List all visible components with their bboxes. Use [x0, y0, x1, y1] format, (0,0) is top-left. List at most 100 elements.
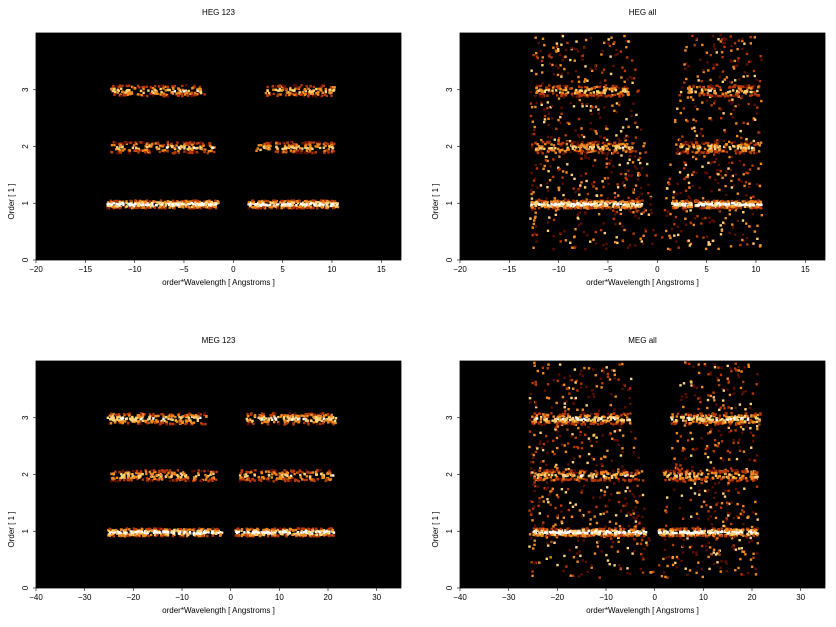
band-pixel	[736, 94, 740, 97]
band-pixel	[205, 415, 208, 418]
band-pixel	[117, 86, 120, 89]
band-pixel	[199, 145, 202, 148]
wedge-pixel	[563, 230, 566, 233]
band-pixel	[541, 92, 544, 95]
wedge-pixel	[584, 78, 587, 81]
band-pixel	[174, 415, 177, 419]
wedge-pixel	[576, 50, 580, 53]
band-pixel	[286, 414, 290, 417]
band-pixel	[137, 420, 140, 423]
band-pixel	[542, 204, 545, 207]
band-pixel	[585, 202, 588, 206]
band-pixel	[569, 201, 573, 204]
band-pixel	[733, 84, 736, 88]
band-pixel	[177, 413, 180, 416]
band-pixel	[288, 476, 291, 479]
wedge-pixel	[573, 92, 577, 95]
wedge-pixel	[692, 118, 695, 121]
band-pixel	[206, 205, 209, 208]
wedge-pixel	[723, 38, 727, 41]
wedge-pixel	[594, 421, 597, 424]
wedge-pixel	[666, 210, 670, 213]
wedge-pixel	[685, 118, 688, 122]
band-pixel	[141, 419, 144, 422]
band-pixel	[701, 204, 704, 207]
wedge-pixel	[639, 161, 642, 165]
band-pixel	[169, 422, 172, 425]
panel-4: MEG all−40 −30 −20 −10 0 10 20 300123order*Wave…	[431, 336, 826, 615]
wedge-pixel	[559, 240, 562, 243]
band-pixel	[155, 530, 159, 534]
band-pixel	[270, 476, 273, 479]
band-pixel	[251, 528, 254, 531]
wedge-pixel	[637, 174, 640, 177]
wedge-pixel	[647, 183, 650, 187]
band-pixel	[598, 206, 601, 209]
band-pixel	[552, 149, 556, 152]
band-pixel	[562, 84, 565, 87]
wedge-pixel	[729, 35, 732, 38]
band-pixel	[684, 141, 687, 144]
band-pixel	[191, 470, 194, 473]
band-pixel	[119, 93, 122, 96]
band-pixel	[556, 205, 560, 208]
band-pixel	[316, 93, 320, 96]
wedge-pixel	[552, 158, 555, 161]
band-pixel	[309, 205, 313, 209]
wedge-pixel	[742, 380, 745, 384]
band-pixel	[147, 206, 150, 210]
band-pixel	[328, 470, 331, 473]
band-pixel	[693, 146, 696, 149]
band-pixel	[625, 201, 628, 204]
wedge-pixel	[561, 182, 564, 185]
wedge-pixel	[580, 134, 584, 137]
band-pixel	[558, 203, 561, 206]
band-pixel	[578, 85, 581, 88]
band-pixel	[108, 414, 112, 417]
band-pixel	[740, 203, 743, 206]
band-pixel	[312, 206, 315, 210]
wedge-pixel	[637, 89, 640, 92]
y-axis-label: Order [ 1 ]	[7, 183, 16, 219]
wedge-pixel	[752, 242, 755, 245]
band-pixel	[159, 201, 162, 204]
band-pixel	[163, 471, 167, 474]
x-axis-label: order*Wavelength [ Angstroms ]	[586, 278, 699, 287]
band-pixel	[298, 199, 301, 203]
band-pixel	[273, 469, 276, 472]
wedge-pixel	[534, 163, 537, 167]
wedge-pixel	[548, 179, 552, 182]
band-pixel	[200, 532, 203, 536]
band-pixel	[137, 474, 140, 478]
band-pixel	[242, 478, 245, 481]
band-pixel	[133, 420, 136, 423]
wedge-pixel	[557, 186, 560, 189]
wedge-pixel	[715, 63, 719, 66]
band-pixel	[328, 527, 332, 530]
band-pixel	[171, 418, 174, 421]
band-pixel	[110, 201, 113, 204]
wedge-pixel	[759, 141, 763, 144]
wedge-pixel	[585, 198, 588, 201]
band-pixel	[749, 200, 752, 203]
band-pixel	[129, 476, 133, 480]
band-pixel	[214, 199, 217, 202]
wedge-pixel	[701, 197, 705, 200]
band-pixel	[131, 146, 135, 149]
band-pixel	[278, 472, 281, 475]
wedge-pixel	[577, 426, 580, 430]
band-pixel	[161, 413, 165, 416]
band-pixel	[109, 412, 113, 415]
band-pixel	[324, 144, 327, 148]
band-pixel	[293, 479, 297, 483]
band-pixel	[322, 201, 326, 204]
band-pixel	[757, 205, 760, 209]
wedge-pixel	[575, 40, 578, 43]
band-pixel	[237, 530, 240, 534]
band-pixel	[600, 207, 603, 210]
band-pixel	[595, 202, 599, 205]
band-pixel	[151, 469, 154, 472]
band-pixel	[266, 531, 270, 534]
wedge-pixel	[686, 175, 689, 178]
band-pixel	[198, 527, 201, 530]
